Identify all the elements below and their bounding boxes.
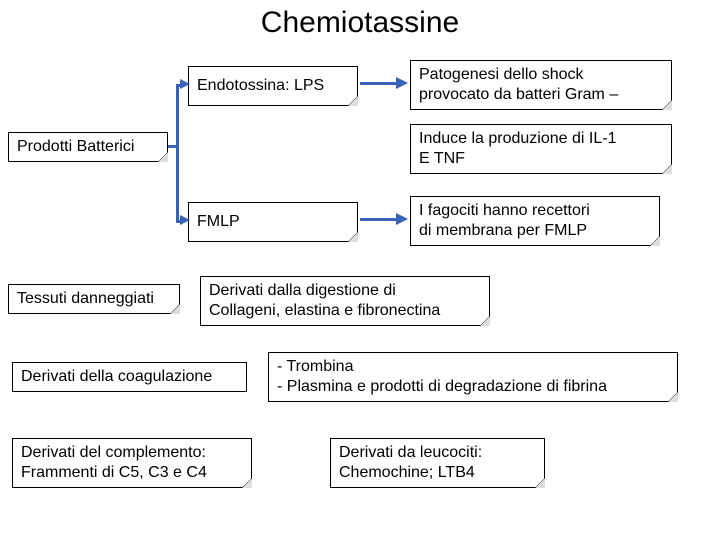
arrow-prodotti-down — [176, 146, 179, 222]
box-endotossina-text: Endotossina: LPS — [197, 76, 324, 96]
fold-icon — [668, 392, 678, 402]
fold-icon — [662, 100, 672, 110]
box-tessuti-text: Tessuti danneggiati — [17, 289, 154, 309]
box-induce: Induce la produzione di IL-1 E TNF — [410, 124, 672, 174]
fold-icon — [348, 96, 358, 106]
box-fagociti: I fagociti hanno recettori di membrana p… — [410, 196, 660, 246]
arrow-fmlp-fagociti — [360, 218, 398, 221]
box-fmlp-text: FMLP — [197, 212, 240, 232]
box-tessuti: Tessuti danneggiati — [8, 284, 180, 314]
page-title: Chemiotassine — [0, 6, 720, 40]
arrow-head-icon — [180, 79, 190, 89]
box-trombina-text: - Trombina - Plasmina e prodotti di degr… — [277, 358, 607, 395]
box-leucociti-text: Derivati da leucociti: Chemochine; LTB4 — [339, 444, 482, 481]
box-derivati-dig-text: Derivati dalla digestione di Collageni, … — [209, 282, 440, 319]
fold-icon — [480, 316, 490, 326]
arrow-endo-patogenesi — [360, 82, 398, 85]
box-patogenesi: Patogenesi dello shock provocato da batt… — [410, 60, 672, 110]
fold-icon — [348, 232, 358, 242]
fold-icon — [650, 236, 660, 246]
arrow-head-icon — [180, 215, 190, 225]
box-derivati-dig: Derivati dalla digestione di Collageni, … — [200, 276, 490, 326]
box-induce-text: Induce la produzione di IL-1 E TNF — [419, 130, 616, 167]
box-trombina: - Trombina - Plasmina e prodotti di degr… — [268, 352, 678, 402]
box-fmlp: FMLP — [188, 202, 358, 242]
fold-icon — [242, 478, 252, 488]
box-patogenesi-text: Patogenesi dello shock provocato da batt… — [419, 66, 618, 103]
fold-icon — [158, 152, 168, 162]
box-prodotti-text: Prodotti Batterici — [17, 137, 134, 157]
box-leucociti: Derivati da leucociti: Chemochine; LTB4 — [330, 438, 545, 488]
box-fagociti-text: I fagociti hanno recettori di membrana p… — [419, 202, 590, 239]
box-complemento-text: Derivati del complemento: Frammenti di C… — [21, 444, 207, 481]
fold-icon — [170, 304, 180, 314]
arrow-head-icon — [396, 213, 408, 225]
box-complemento: Derivati del complemento: Frammenti di C… — [12, 438, 252, 488]
box-endotossina: Endotossina: LPS — [188, 66, 358, 106]
box-coagulazione: Derivati della coagulazione — [12, 362, 247, 392]
arrow-head-icon — [396, 77, 408, 89]
fold-icon — [535, 478, 545, 488]
box-prodotti: Prodotti Batterici — [8, 132, 168, 162]
box-coagulazione-text: Derivati della coagulazione — [21, 367, 212, 387]
fold-icon — [662, 164, 672, 174]
arrow-prodotti-up — [176, 84, 179, 148]
